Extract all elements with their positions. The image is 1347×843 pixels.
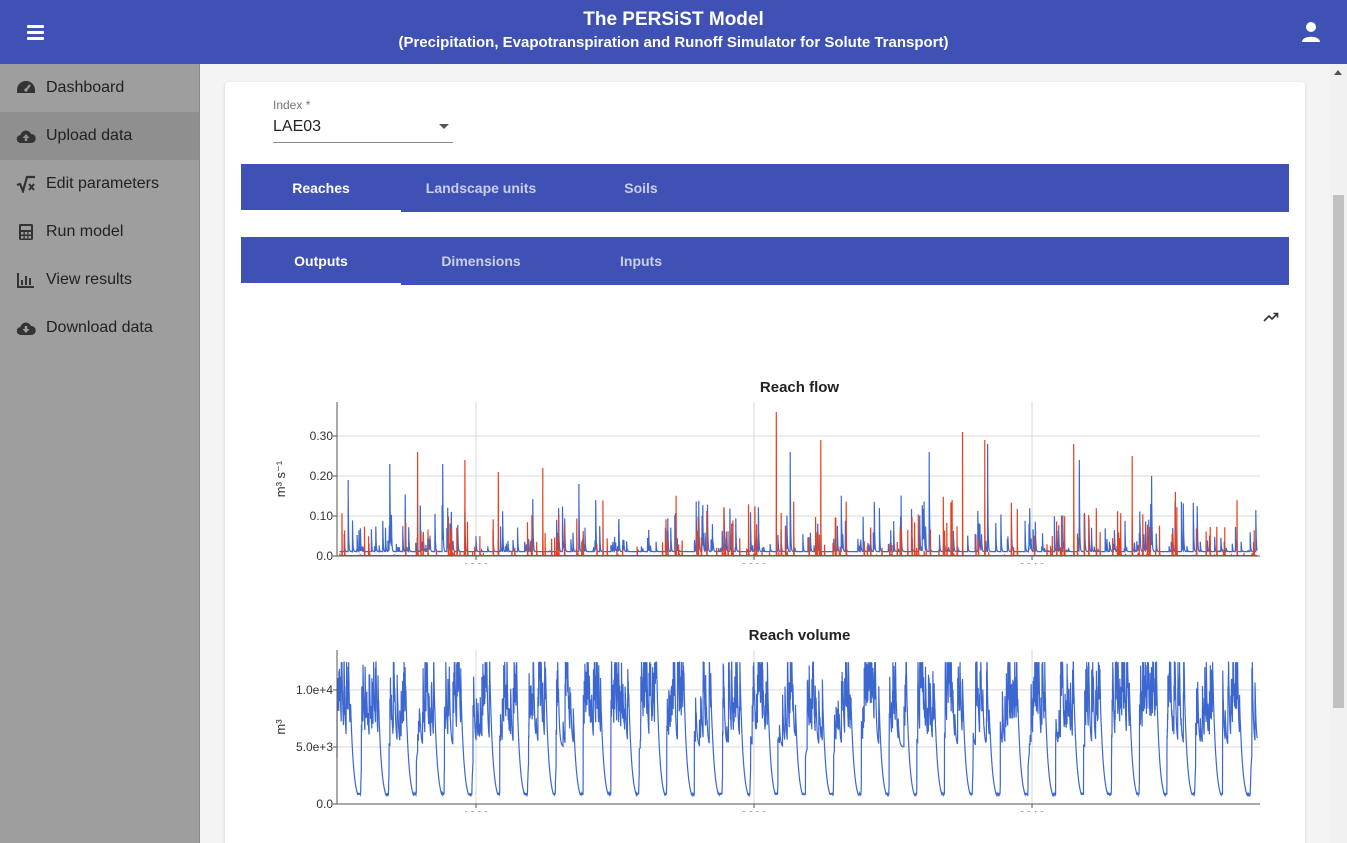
tab-indicator [241,283,401,285]
tab-indicator [241,210,401,212]
tab-dimensions[interactable]: Dimensions [401,237,561,285]
sidebar-item-label: Download data [46,319,153,336]
sidebar-item-dashboard[interactable]: Dashboard [0,64,199,112]
app-bar: The PERSiST Model (Precipitation, Evapot… [0,0,1347,64]
series-line [336,661,1258,798]
series-line [339,443,1258,554]
sidebar-item-label: Edit parameters [46,175,159,192]
y-axis-label: m³ s⁻¹ [273,460,288,497]
sidebar-nav: Dashboard Upload data Edit parameters Ru… [0,64,200,843]
y-tick-label: 0.10 [310,509,334,523]
sidebar-item-upload-data[interactable]: Upload data [0,112,199,160]
tab-reaches[interactable]: Reaches [241,164,401,212]
scroll-up-arrow-icon[interactable] [1334,70,1342,75]
x-tick-label: 2010 [1019,809,1046,812]
x-tick-label: 1990 [463,561,490,564]
main-content: Index * LAE03 Reaches Landscape units So… [200,64,1330,843]
page-scrollbar[interactable] [1330,64,1347,843]
sidebar-item-label: Dashboard [46,79,125,96]
sidebar-item-download-data[interactable]: Download data [0,304,199,352]
y-tick-label: 0.0 [316,797,333,811]
app-title-block: The PERSiST Model (Precipitation, Evapot… [300,8,1047,54]
trending-up-icon[interactable] [1263,310,1279,322]
app-subtitle: (Precipitation, Evapotranspiration and R… [398,34,949,51]
index-select[interactable]: Index * LAE03 [273,98,453,144]
y-tick-label: 5.0e+3 [296,740,333,754]
tab-label: Soils [624,180,658,196]
cloud-download-icon [16,318,36,338]
x-tick-label: 2000 [741,561,768,564]
y-tick-label: 1.0e+4 [296,683,333,697]
chart-title: Reach flow [760,379,840,396]
reach-volume-chart: Reach volume 0.0 5.0e+3 1.0e+4 1990 2000 2010 m… [241,592,1289,812]
y-tick-label: 0.0 [316,549,333,563]
tab-landscape-units[interactable]: Landscape units [401,164,561,212]
app-title: The PERSiST Model [583,9,764,30]
square-root-icon [16,174,36,194]
index-select-underline [273,142,453,143]
y-tick-label: 0.30 [310,429,334,443]
results-card: Index * LAE03 Reaches Landscape units So… [225,82,1305,843]
bar-chart-icon [16,270,36,290]
index-select-label: Index * [273,98,311,112]
y-axis-label: m³ [273,719,288,735]
sidebar-item-label: Run model [46,223,124,240]
tab-outputs[interactable]: Outputs [241,237,401,285]
sidebar-item-edit-parameters[interactable]: Edit parameters [0,160,199,208]
chevron-down-icon[interactable] [439,124,449,129]
tab-label: Reaches [292,180,350,196]
tab-soils[interactable]: Soils [561,164,721,212]
speedometer-icon [16,78,36,98]
x-tick-label: 2000 [741,809,768,812]
primary-tab-bar: Reaches Landscape units Soils [241,164,1289,212]
tab-label: Landscape units [425,180,537,196]
scrollbar-thumb[interactable] [1333,195,1344,708]
tab-label: Inputs [620,253,662,269]
reach-flow-chart: Reach flow 0.0 0.10 0.20 0.30 1990 2000 2010 m³ … [241,344,1289,564]
y-tick-label: 0.20 [310,469,334,483]
x-tick-label: 1990 [463,809,490,812]
secondary-tab-bar: Outputs Dimensions Inputs [241,237,1289,285]
sidebar-item-run-model[interactable]: Run model [0,208,199,256]
series-line [339,411,1258,558]
tab-inputs[interactable]: Inputs [561,237,721,285]
tab-label: Dimensions [441,253,521,269]
chart-title: Reach volume [749,627,851,644]
calculator-icon [16,222,36,242]
tab-label: Outputs [294,253,348,269]
x-tick-label: 2010 [1019,561,1046,564]
account-icon[interactable] [1296,18,1326,46]
sidebar-item-label: View results [46,271,132,288]
cloud-upload-icon [16,126,36,146]
index-select-value: LAE03 [273,118,322,135]
sidebar-item-view-results[interactable]: View results [0,256,199,304]
sidebar-item-label: Upload data [46,127,133,144]
menu-icon[interactable] [20,20,52,44]
